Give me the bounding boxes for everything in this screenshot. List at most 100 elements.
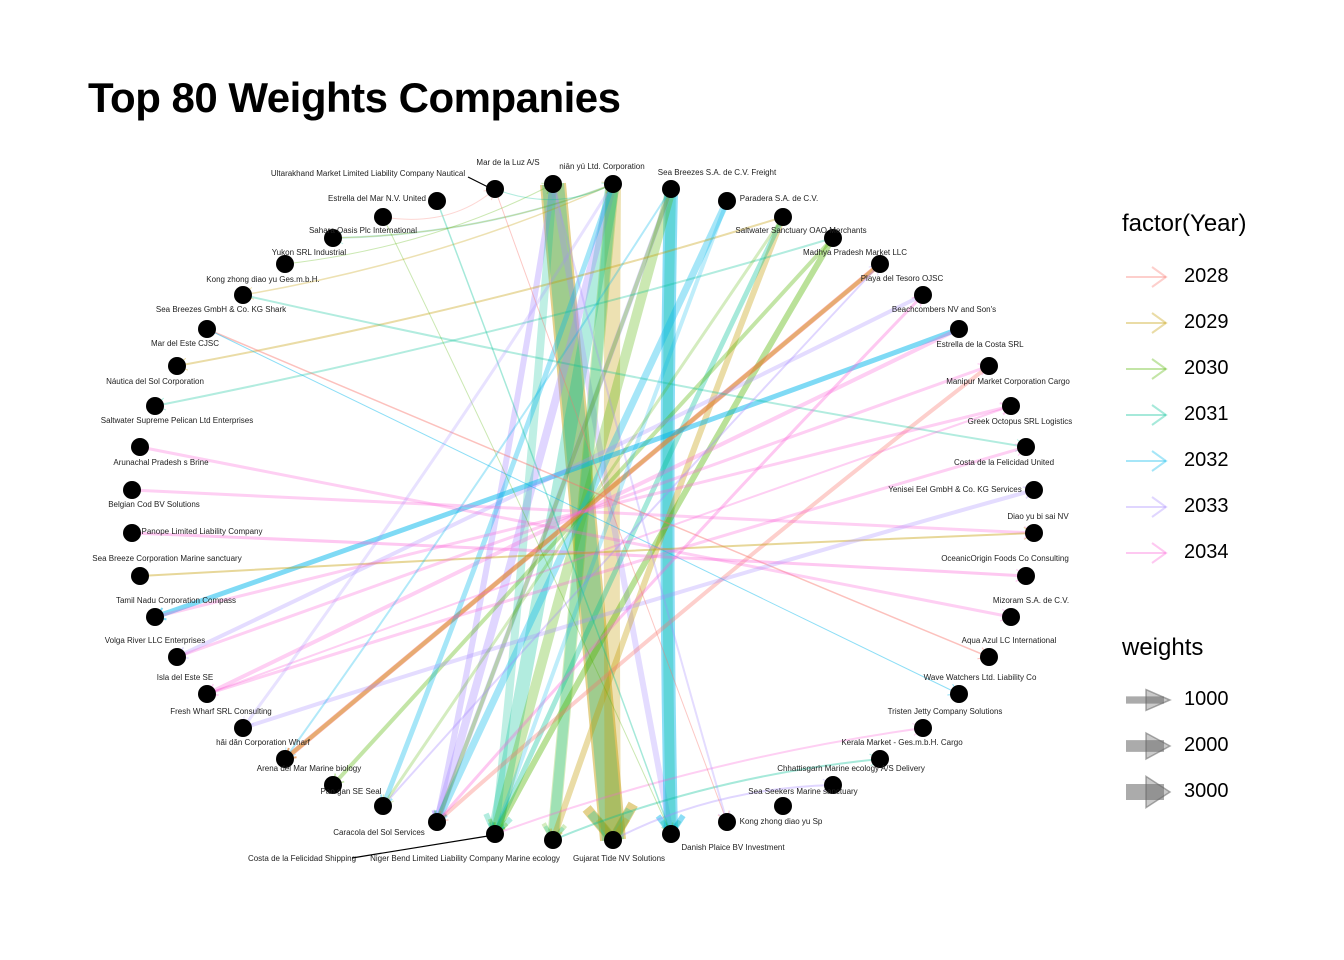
node (604, 175, 622, 193)
node (123, 524, 141, 542)
legend-year-label: 2033 (1184, 495, 1229, 517)
edge (176, 293, 924, 659)
edge (283, 262, 882, 761)
legend-year-label: 2028 (1184, 265, 1229, 287)
legend-year-label: 2034 (1184, 541, 1229, 563)
edge (154, 326, 960, 620)
legend-year-label: 2030 (1184, 357, 1229, 379)
node (276, 255, 294, 273)
node-label: Náutica del Sol Corporation (106, 377, 204, 386)
node (146, 608, 164, 626)
node (1025, 524, 1043, 542)
edge (131, 488, 1035, 535)
edge (434, 188, 674, 823)
edge (131, 531, 1027, 578)
edge (242, 294, 1027, 448)
node-label: Beachcombers NV and Son's (892, 305, 996, 314)
node-label: hǎi dǎn Corporation Wharf (216, 738, 311, 747)
node-label: Panope Limited Liability Company (142, 527, 263, 536)
legend-year-key-arrow (1151, 404, 1168, 426)
edge (154, 404, 1012, 619)
node-label: Chhattisgarh Marine ecology A/S Delivery (777, 764, 925, 773)
node-label: Mar de la Luz A/S (476, 158, 539, 167)
node-label: Saltwater Supreme Pelican Ltd Enterprise… (101, 416, 254, 425)
edge (493, 200, 729, 835)
node-label: Aqua Azul LC International (962, 636, 1057, 645)
edge (433, 182, 617, 824)
node-label: niān yú Ltd. Corporation (559, 162, 644, 171)
node (486, 825, 504, 843)
legend-weights-keys (1126, 688, 1172, 809)
node (234, 719, 252, 737)
node (662, 180, 680, 198)
edge (154, 237, 834, 407)
node-label: Estrella del Mar N.V. United (328, 194, 426, 203)
node (604, 831, 622, 849)
node-label: Costa de la Felicidad United (954, 458, 1054, 467)
node-label: Greek Octopus SRL Logistics (968, 417, 1073, 426)
node (168, 357, 186, 375)
node (1002, 397, 1020, 415)
legend-weight-key-arrow (1145, 688, 1172, 712)
legend-year-key-arrow (1151, 266, 1168, 288)
node (980, 648, 998, 666)
node-label: Isla del Este SE (157, 673, 213, 682)
node-label: Fresh Wharf SRL Consulting (170, 707, 272, 716)
edge (332, 183, 614, 239)
node-label: Costa de la Felicidad Shipping (248, 854, 356, 863)
edge (660, 188, 678, 835)
legend-year-keys (1126, 266, 1168, 564)
edge (492, 236, 836, 836)
label-leader-line (351, 835, 489, 859)
node (1017, 438, 1035, 456)
node (324, 776, 342, 794)
edge (206, 327, 960, 696)
node-label: Tamil Nadu Corporation Compass (116, 596, 236, 605)
edge (242, 183, 614, 296)
node-label: Arena del Mar Marine biology (257, 764, 362, 773)
node-label: Danish Plaice BV Investment (681, 843, 785, 852)
edge (494, 183, 614, 201)
node-label: Kong zhong diao yu Ges.m.b.H. (206, 275, 319, 284)
node-label: Sea Seekers Marine sanctuary (748, 787, 857, 796)
node-label: Volga River LLC Enterprises (105, 636, 206, 645)
node-label: Estrella de la Costa SRL (936, 340, 1024, 349)
edge (176, 216, 784, 367)
edge (434, 183, 556, 823)
node (1002, 608, 1020, 626)
node (168, 648, 186, 666)
node (146, 397, 164, 415)
node (824, 229, 842, 247)
node-label: Arunachal Pradesh s Brine (113, 458, 209, 467)
node (123, 481, 141, 499)
node (914, 286, 932, 304)
node (950, 685, 968, 703)
legend-weights-title: weights (1122, 634, 1204, 661)
edge (332, 183, 614, 239)
edges-layer (131, 181, 1036, 850)
legend-year-key-arrow (1151, 358, 1168, 380)
edge (206, 328, 990, 658)
node (276, 750, 294, 768)
node-label: Tristen Jetty Company Solutions (888, 707, 1003, 716)
edge (139, 532, 1035, 577)
node-label: Kerala Market - Ges.m.b.H. Cargo (841, 738, 963, 747)
legend-year-key-arrow (1151, 542, 1168, 564)
edge (241, 183, 615, 729)
node (980, 357, 998, 375)
edge (242, 488, 1035, 730)
node-label: Kong zhong diao yu Sp (740, 817, 823, 826)
node (774, 208, 792, 226)
node (950, 320, 968, 338)
node (914, 719, 932, 737)
legend-weight-key-arrow (1145, 775, 1172, 809)
edge (436, 200, 672, 835)
node (234, 286, 252, 304)
edge (494, 727, 924, 835)
node (1025, 481, 1043, 499)
node-label: Sea Breezes GmbH & Co. KG Shark (156, 305, 287, 314)
legend-weight-label: 3000 (1184, 780, 1229, 802)
chart-title: Top 80 Weights Companies (88, 74, 621, 121)
node-label: Pao gan SE Seal (321, 787, 382, 796)
